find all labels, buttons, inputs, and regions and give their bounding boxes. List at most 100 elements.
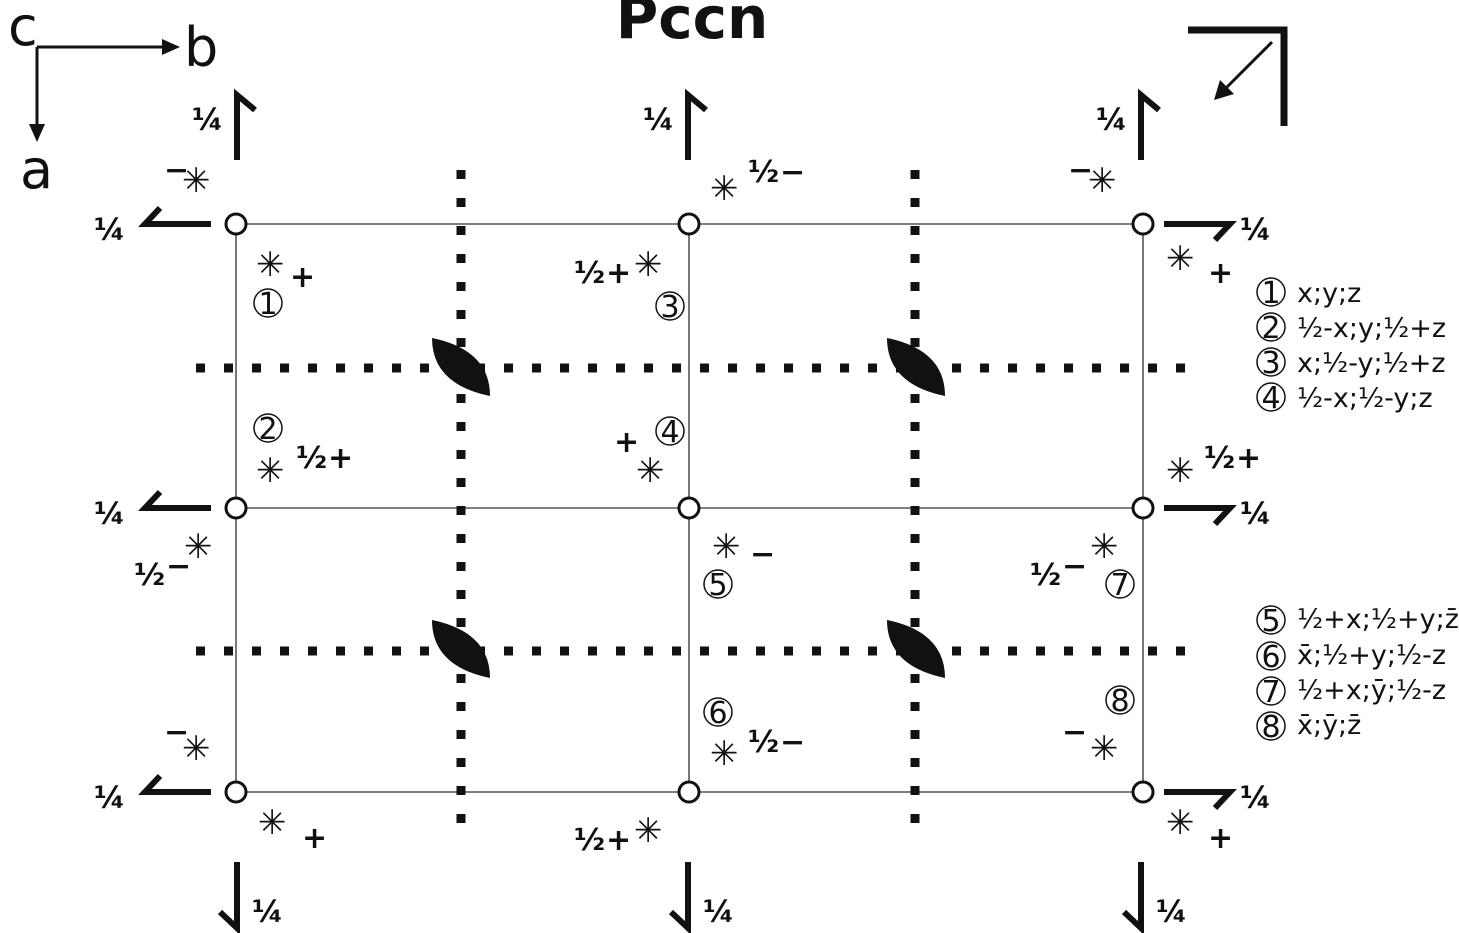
svg-text:5: 5 xyxy=(708,568,727,603)
svg-text:−: − xyxy=(1062,715,1087,750)
svg-text:✳: ✳ xyxy=(1166,239,1195,279)
svg-text:+: + xyxy=(606,256,631,291)
svg-text:1: 1 xyxy=(1261,276,1280,311)
glide-arrowhead xyxy=(1214,80,1234,100)
svg-text:¼: ¼ xyxy=(94,781,125,816)
svg-text:½: ½ xyxy=(296,441,327,476)
svg-text:+: + xyxy=(1208,821,1233,856)
svg-text:6: 6 xyxy=(1261,640,1280,675)
svg-text:✳: ✳ xyxy=(182,161,211,201)
svg-text:−: − xyxy=(780,155,805,190)
svg-text:1: 1 xyxy=(258,287,277,322)
svg-text:¼: ¼ xyxy=(1096,103,1127,138)
inversion-center-icon xyxy=(1131,212,1155,236)
svg-text:✳: ✳ xyxy=(1166,451,1195,491)
glide-corner xyxy=(1188,26,1288,126)
svg-text:½: ½ xyxy=(574,823,605,858)
svg-text:−: − xyxy=(780,725,805,760)
axis-label-a: a xyxy=(20,138,53,201)
svg-text:¼: ¼ xyxy=(643,103,674,138)
svg-text:5: 5 xyxy=(1261,604,1280,639)
svg-text:½: ½ xyxy=(748,155,779,190)
svg-text:+: + xyxy=(606,823,631,858)
inversion-center-icon xyxy=(224,212,248,236)
glide-plane-symbol xyxy=(1188,26,1288,126)
inversion-center-icon xyxy=(224,496,248,520)
svg-text:¼: ¼ xyxy=(1240,213,1271,248)
svg-text:¼: ¼ xyxy=(94,497,125,532)
svg-text:−: − xyxy=(164,715,189,750)
svg-text:4: 4 xyxy=(1261,381,1280,416)
operations-list-1: 1 x;y;z 2 ½-x;y;½+z 3 x;½-y;½+z 4 ½-x;½-… xyxy=(1256,276,1446,416)
svg-text:2: 2 xyxy=(258,412,277,447)
svg-text:+: + xyxy=(1236,441,1261,476)
svg-text:¼: ¼ xyxy=(703,895,734,930)
svg-text:−: − xyxy=(750,537,775,572)
svg-text:✳: ✳ xyxy=(1090,527,1119,567)
svg-text:+: + xyxy=(290,260,315,295)
svg-text:✳: ✳ xyxy=(256,245,285,285)
svg-text:x̄;½+y;½-z: x̄;½+y;½-z xyxy=(1297,640,1446,671)
svg-text:−: − xyxy=(1068,153,1093,188)
left-arrows: ¼ ¼ ¼ xyxy=(94,205,211,816)
svg-text:−: − xyxy=(166,549,191,584)
svg-text:½: ½ xyxy=(748,725,779,760)
svg-text:✳: ✳ xyxy=(258,803,287,843)
axis-label-b: b xyxy=(184,16,218,79)
bottom-arrows: ¼ ¼ ¼ xyxy=(217,862,1187,933)
position-numbers: 1 3 2 4 5 7 6 8 xyxy=(253,287,1135,731)
svg-text:−: − xyxy=(1062,549,1087,584)
svg-text:✳: ✳ xyxy=(1090,729,1119,769)
svg-text:8: 8 xyxy=(1261,710,1280,745)
svg-text:✳: ✳ xyxy=(1088,161,1117,201)
svg-text:3: 3 xyxy=(660,290,679,325)
inversion-center-icon xyxy=(224,780,248,804)
svg-text:½: ½ xyxy=(574,256,605,291)
inversion-center-icon xyxy=(677,212,701,236)
inversion-center-icon xyxy=(677,780,701,804)
operations-list-2: 5 ½+x;½+y;z̄ 6 x̄;½+y;½-z 7 ½+x;ȳ;½-z 8 … xyxy=(1256,604,1459,745)
axis-b-arrowhead xyxy=(162,39,180,55)
svg-text:✳: ✳ xyxy=(182,729,211,769)
svg-text:½: ½ xyxy=(134,558,165,593)
twofold-axis-icon xyxy=(432,338,490,396)
axes-indicator: c b a xyxy=(8,0,218,201)
svg-text:¼: ¼ xyxy=(1240,497,1271,532)
glide-arrow-line xyxy=(1224,40,1274,90)
svg-text:−: − xyxy=(164,153,189,188)
svg-text:✳: ✳ xyxy=(184,527,213,567)
svg-text:x;y;z: x;y;z xyxy=(1297,278,1361,309)
twofold-axis-icon xyxy=(887,338,945,396)
svg-text:¼: ¼ xyxy=(1156,895,1187,930)
svg-text:¼: ¼ xyxy=(252,895,283,930)
svg-text:x;½-y;½+z: x;½-y;½+z xyxy=(1297,348,1446,379)
atom-positions: − ✳ ✳ + ✳ ½ − ½ + ✳ − ✳ ✳ + ✳ ½ + + ✳ ✳ … xyxy=(134,153,1261,858)
inversion-center-icon xyxy=(677,496,701,520)
svg-text:+: + xyxy=(328,441,353,476)
svg-text:2: 2 xyxy=(1261,311,1280,346)
svg-text:½-x;½-y;z: ½-x;½-y;z xyxy=(1297,383,1433,414)
svg-text:¼: ¼ xyxy=(1240,781,1271,816)
svg-text:8: 8 xyxy=(1110,684,1129,719)
svg-text:½+x;ȳ;½-z: ½+x;ȳ;½-z xyxy=(1297,675,1446,706)
svg-text:+: + xyxy=(614,425,639,460)
svg-text:✳: ✳ xyxy=(710,169,739,209)
svg-text:3: 3 xyxy=(1261,346,1280,381)
svg-text:✳: ✳ xyxy=(634,811,663,851)
svg-text:7: 7 xyxy=(1261,675,1280,710)
svg-text:✳: ✳ xyxy=(1166,803,1195,843)
twofold-axis-icon xyxy=(432,620,490,678)
svg-text:¼: ¼ xyxy=(192,103,223,138)
axis-label-c: c xyxy=(8,0,38,58)
svg-text:½: ½ xyxy=(1204,441,1235,476)
svg-text:4: 4 xyxy=(660,415,679,450)
svg-text:6: 6 xyxy=(708,696,727,731)
svg-text:✳: ✳ xyxy=(710,734,739,774)
inversion-center-icon xyxy=(1131,780,1155,804)
svg-text:✳: ✳ xyxy=(256,451,285,491)
svg-text:½-x;y;½+z: ½-x;y;½+z xyxy=(1297,313,1446,344)
svg-text:✳: ✳ xyxy=(712,527,741,567)
svg-text:7: 7 xyxy=(1110,568,1129,603)
inversion-centers xyxy=(224,212,1155,804)
